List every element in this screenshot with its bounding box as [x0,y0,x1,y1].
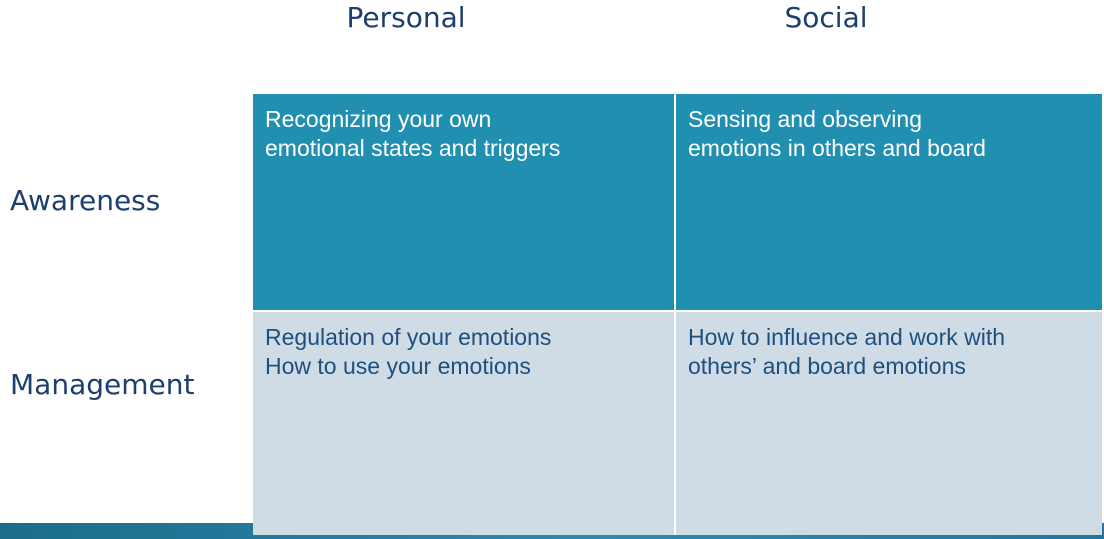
cell-text-line: How to influence and work with [688,324,1006,350]
cell-text-line: How to use your emotions [265,353,531,379]
column-header-personal: Personal [346,1,466,34]
cell-awareness-personal: Recognizing your own emotional states an… [253,94,674,310]
quadrant-grid: Recognizing your own emotional states an… [253,94,1102,535]
column-header-social: Social [784,1,868,34]
row-header-management: Management [10,368,195,401]
cell-text-line: Sensing and observing [688,106,922,132]
row-header-awareness: Awareness [10,184,161,217]
cell-text-line: Regulation of your emotions [265,324,552,350]
cell-awareness-social: Sensing and observing emotions in others… [676,94,1102,310]
cell-text-line: Recognizing your own [265,106,492,132]
cell-text-line: emotions in others and board [688,135,986,161]
cell-text-line: others’ and board emotions [688,353,966,379]
cell-management-social: How to influence and work with others’ a… [676,312,1102,535]
cell-management-personal: Regulation of your emotions How to use y… [253,312,674,535]
cell-text-line: emotional states and triggers [265,135,561,161]
